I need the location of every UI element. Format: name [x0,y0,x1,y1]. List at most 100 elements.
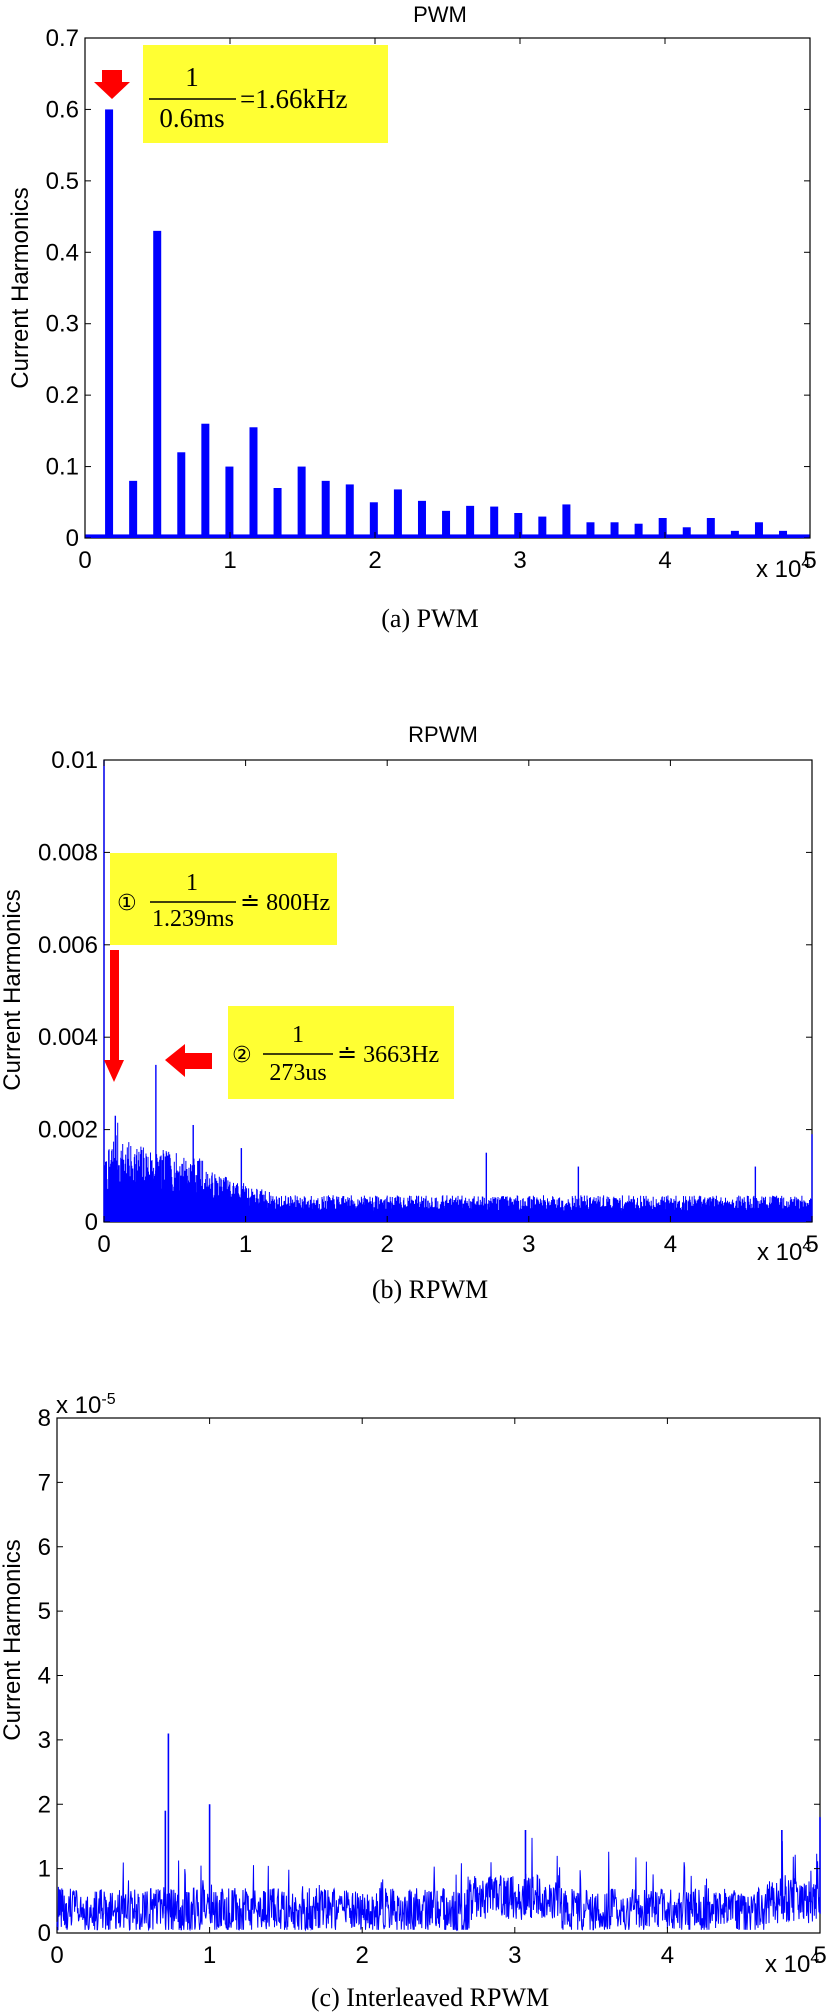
annotation-box [110,853,337,945]
bar [345,484,354,538]
bar [538,516,547,538]
bar [490,506,499,538]
bar [297,466,306,538]
down-arrow-icon [104,950,124,1082]
circled-number: ① [117,891,137,916]
y-tick-label: 1 [38,1856,51,1883]
fraction-numerator: 1 [185,62,199,92]
x-tick-label: 0 [50,1942,63,1969]
plot-frame [103,759,813,1223]
spectrum-noise [103,1122,813,1222]
bar [369,502,378,538]
y-tick-label: 4 [38,1663,51,1690]
x-tick-label: 1 [223,547,236,574]
bar [466,505,475,538]
bar [779,530,788,538]
x-tick-label: 5 [803,547,816,574]
panel-rpwm: RPWM 0 0.002 0.004 0.006 0.008 0.01 0 1 2 3 4 5 Cu… [0,722,819,1304]
y-axis-ticks: 0 1 2 3 4 5 6 7 8 [38,1405,820,1947]
line-series [103,760,813,1222]
x-exponent-label: x 104 [756,555,810,583]
y-tick-label: 0.002 [38,1117,98,1144]
caption: (c) Interleaved RPWM [311,1983,549,2012]
caption: (b) RPWM [372,1275,488,1304]
bar [514,513,523,538]
x-exponent-label: x 104 [765,1950,819,1978]
bar [754,522,763,538]
chart-title: RPWM [408,722,478,747]
fraction-denominator: 1.239ms [152,906,234,932]
fraction-denominator: 0.6ms [159,103,224,133]
panel-pwm: PWM 0 0.1 0.2 0.3 0.4 0.5 0.6 0.7 0 1 2 3 4 5 Curren… [7,2,817,633]
y-tick-label: 0.006 [38,932,98,959]
annotation-box [228,1006,454,1099]
bar [682,527,691,538]
x-tick-label: 4 [661,1942,674,1969]
bar [129,480,138,538]
fraction-denominator: 273us [269,1060,326,1086]
bar [610,522,619,538]
bar [442,510,451,538]
y-axis-label: Current Harmonics [0,889,26,1090]
x-tick-label: 0 [97,1231,110,1258]
y-tick-label: 0.004 [38,1024,98,1051]
bar [177,452,186,538]
x-exponent-label: x 104 [757,1238,811,1266]
y-axis-label: Current Harmonics [7,187,34,388]
x-axis-ticks: 0 1 2 3 4 5 [97,760,819,1258]
x-tick-label: 5 [805,1231,818,1258]
bar [658,518,667,538]
x-tick-label: 5 [813,1942,826,1969]
y-tick-label: 0.6 [46,96,79,123]
annotation-1: ① 1 1.239ms ≐ 800Hz [104,853,337,1082]
y-tick-label: 5 [38,1598,51,1625]
annotation-result: ≐ 3663Hz [337,1042,439,1068]
x-tick-label: 1 [203,1942,216,1969]
bar [706,518,715,538]
bar-series [85,109,810,538]
y-tick-label: 0.4 [46,239,79,266]
x-tick-label: 2 [356,1942,369,1969]
bar [201,423,210,538]
chart-title: PWM [413,2,467,27]
y-tick-label: 0.2 [46,382,79,409]
bar [586,522,595,538]
bar [562,504,571,538]
panel-interleaved-rpwm: 0 1 2 3 4 5 6 7 8 0 1 2 3 4 5 Current Harmonics x 10-… [0,1391,827,2012]
x-tick-label: 3 [513,547,526,574]
bar [249,427,258,538]
left-arrow-icon [165,1044,212,1077]
x-tick-label: 3 [508,1942,521,1969]
x-tick-label: 4 [664,1231,677,1258]
spectrum-line [56,1837,821,1932]
x-tick-label: 2 [368,547,381,574]
y-axis-label: Current Harmonics [0,1539,26,1740]
y-tick-label: 6 [38,1534,51,1561]
bar [730,530,739,538]
y-tick-label: 0.5 [46,168,79,195]
bar [393,489,402,538]
x-axis-ticks: 0 1 2 3 4 5 [78,38,817,574]
x-tick-label: 0 [78,547,91,574]
x-axis-ticks: 0 1 2 3 4 5 [50,1418,827,1969]
bar [273,488,282,538]
y-tick-label: 0.3 [46,311,79,338]
bar [225,466,234,538]
x-tick-label: 3 [522,1231,535,1258]
y-exponent-label: x 10-5 [56,1391,116,1419]
y-tick-label: 3 [38,1727,51,1754]
x-tick-label: 1 [239,1231,252,1258]
plot-frame [56,1417,821,1934]
y-tick-label: 0 [66,525,79,552]
y-tick-label: 8 [38,1405,51,1432]
bar [634,523,643,538]
annotation-result: =1.66kHz [240,84,347,114]
line-series [56,1733,821,1932]
y-tick-label: 0.008 [38,839,98,866]
annotation-frequency: 1 0.6ms =1.66kHz [94,45,388,143]
caption: (a) PWM [381,604,478,633]
y-tick-label: 2 [38,1791,51,1818]
down-arrow-icon [94,70,130,99]
bar [105,109,114,538]
